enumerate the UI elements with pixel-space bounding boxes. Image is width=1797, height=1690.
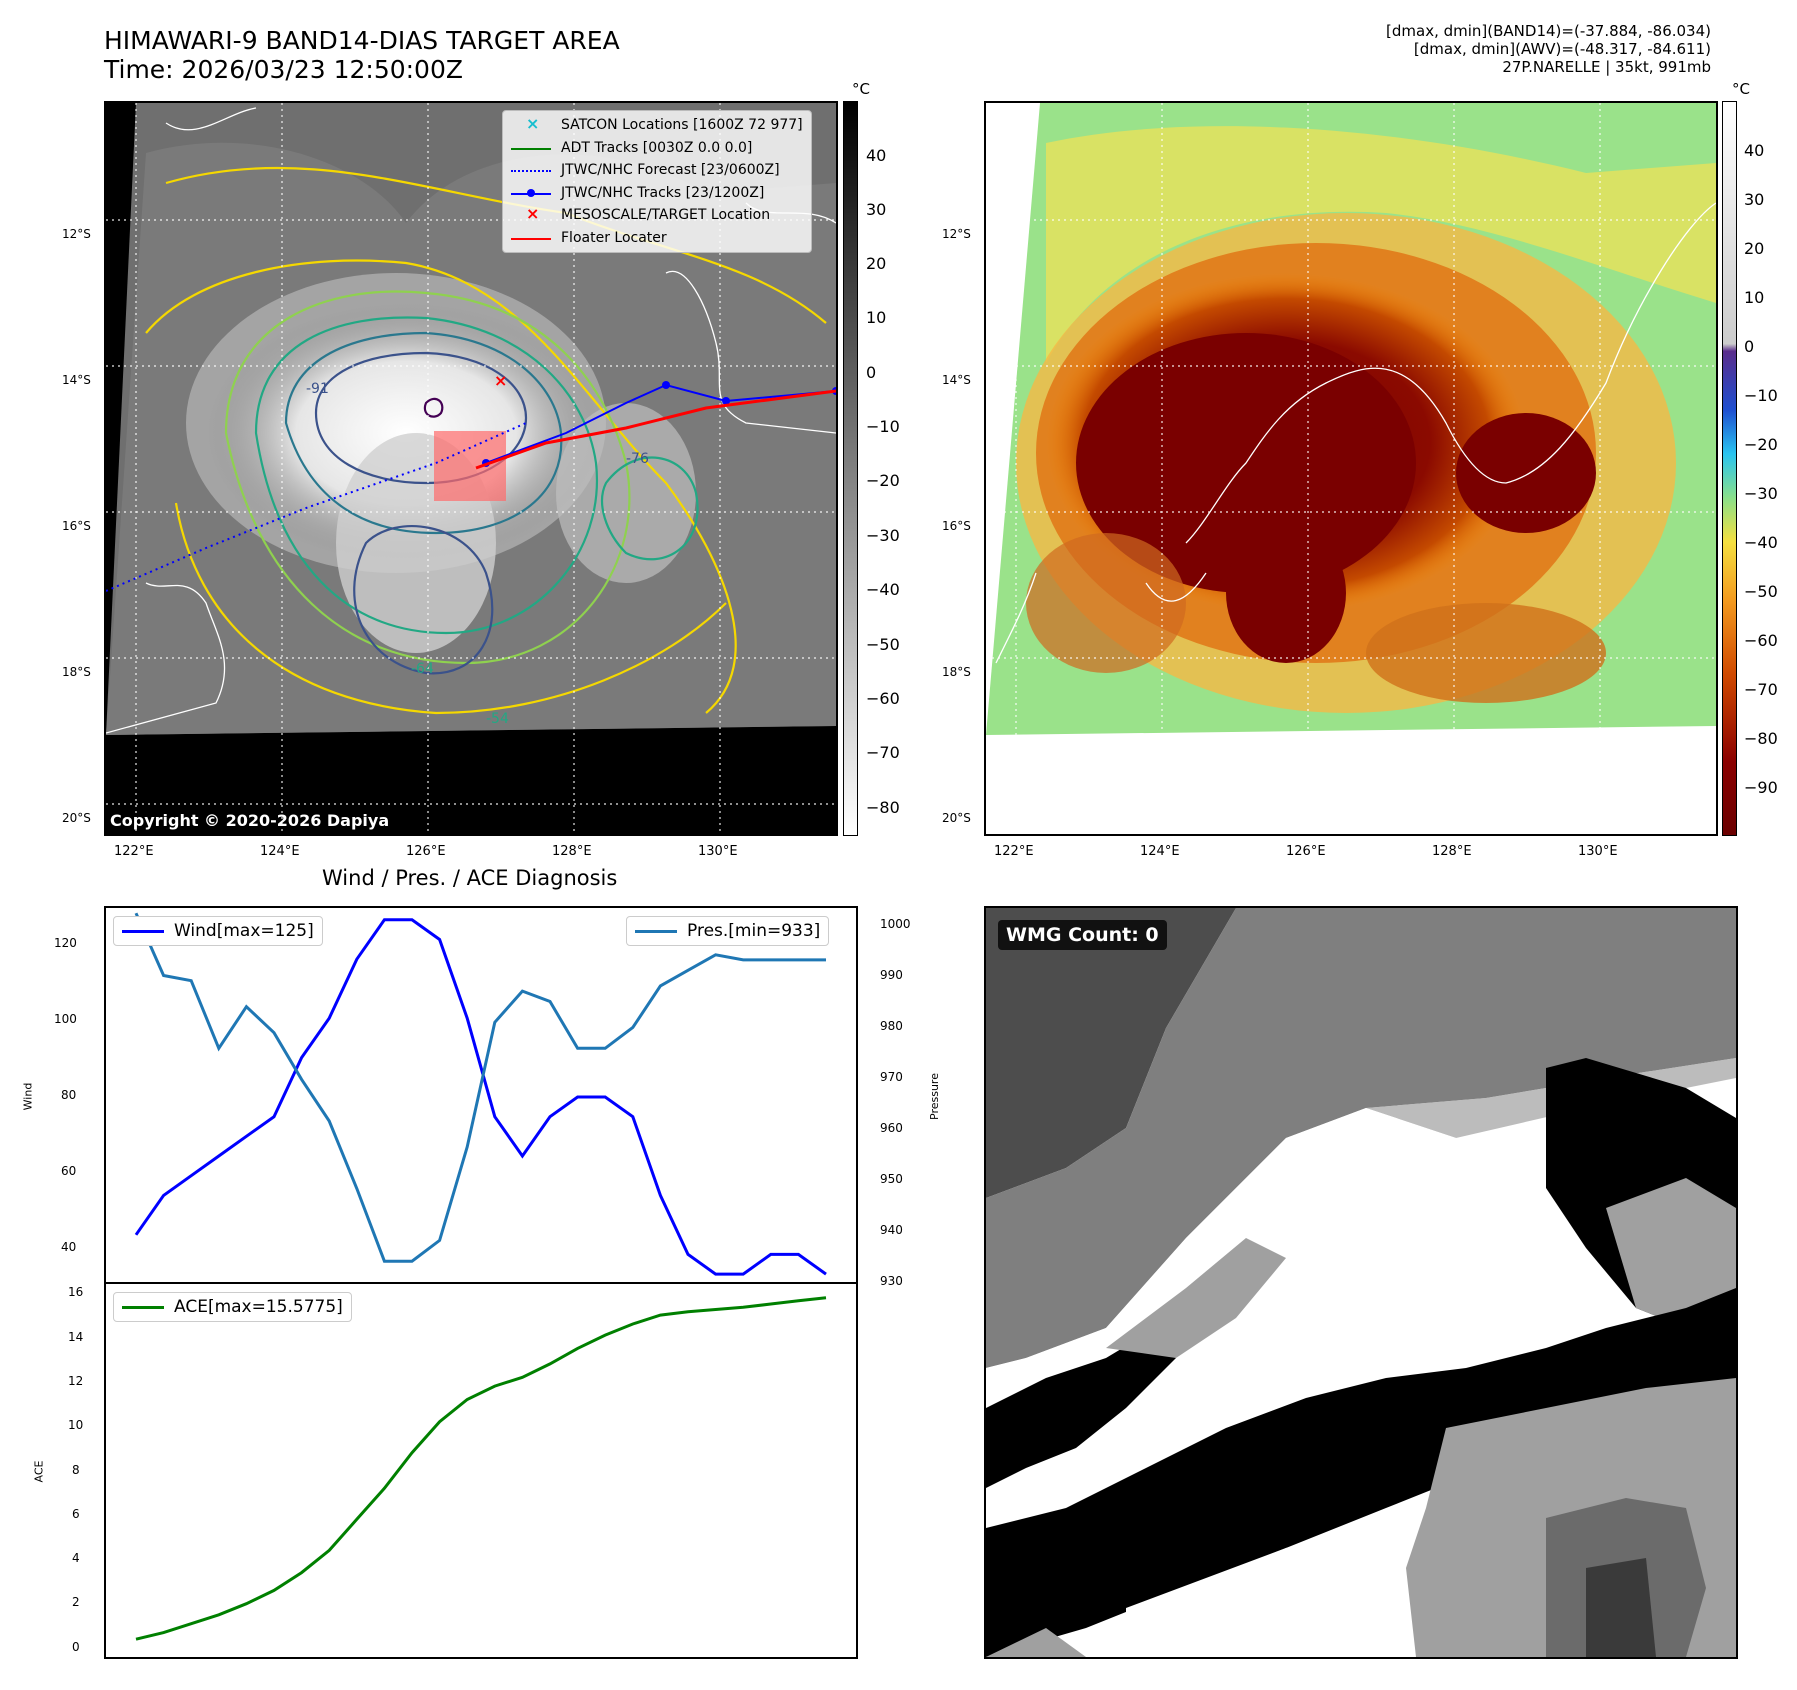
lon-label: 122°E <box>994 844 1034 859</box>
lat-label: 18°S <box>62 665 91 679</box>
lat-label: 20°S <box>942 811 971 825</box>
colorbar-right <box>1722 101 1737 836</box>
wind-pres-svg <box>134 912 827 1276</box>
awv-map-panel <box>984 101 1718 836</box>
floater-box <box>434 431 506 501</box>
info-storm: 27P.NARELLE | 35kt, 991mb <box>1502 58 1711 76</box>
colorbar-left-unit: °C <box>852 80 870 98</box>
lat-label: 14°S <box>62 373 91 387</box>
pres-axis-title: Pressure <box>927 1073 941 1120</box>
wmg-svg <box>986 908 1736 1657</box>
target-marker: × <box>494 371 507 390</box>
title-line-1: HIMAWARI-9 BAND14-DIAS TARGET AREA <box>104 26 620 55</box>
colorbar-right-unit: °C <box>1732 80 1750 98</box>
pressure-series-line <box>134 912 826 1263</box>
contour-label: -54 <box>486 711 509 727</box>
legend-item-adt: ADT Tracks [0030Z 0.0 0.0] <box>511 137 803 160</box>
diagnosis-title: Wind / Pres. / ACE Diagnosis <box>322 866 618 890</box>
awv-map-svg <box>986 103 1716 834</box>
lon-label: 126°E <box>406 844 446 859</box>
lat-label: 18°S <box>942 665 971 679</box>
wind-axis-title: Wind <box>21 1082 35 1111</box>
lat-label: 14°S <box>942 373 971 387</box>
lon-label: 124°E <box>260 844 300 859</box>
copyright-text: Copyright © 2020-2026 Dapiya <box>110 811 390 830</box>
lon-label: 126°E <box>1286 844 1326 859</box>
wind-series-line <box>134 918 827 1276</box>
figure-title: HIMAWARI-9 BAND14-DIAS TARGET AREA Time: … <box>104 26 620 84</box>
figure-info: [dmax, dmin](BAND14)=(-37.884, -86.034)[… <box>1386 22 1711 76</box>
ir-map-svg: × -91 -76 -64 -54 <box>106 103 836 834</box>
lat-label: 12°S <box>62 227 91 241</box>
lat-label: 16°S <box>942 519 971 533</box>
lon-label: 122°E <box>114 844 154 859</box>
lon-label: 124°E <box>1140 844 1180 859</box>
lat-label: 12°S <box>942 227 971 241</box>
contour-label: -76 <box>626 451 649 467</box>
ace-axis-title: ACE <box>32 1460 46 1483</box>
jtwc-track <box>485 383 836 464</box>
contour-label: -64 <box>411 661 434 677</box>
map-legend: × SATCON Locations [1600Z 72 977] ADT Tra… <box>502 110 812 253</box>
lon-label: 128°E <box>552 844 592 859</box>
ace-legend: ACE[max=15.5775] <box>113 1292 352 1322</box>
forecast-track <box>106 422 527 592</box>
title-time: Time: 2026/03/23 12:50:00Z <box>104 55 463 84</box>
wind-pres-panel <box>104 906 858 1284</box>
lat-label: 16°S <box>62 519 91 533</box>
legend-item-jtwc-tracks: JTWC/NHC Tracks [23/1200Z] <box>511 182 803 205</box>
legend-item-floater: Floater Locater <box>511 227 803 250</box>
legend-item-forecast: JTWC/NHC Forecast [23/0600Z] <box>511 159 803 182</box>
ace-svg <box>135 1296 827 1641</box>
colorbar-left <box>843 101 858 836</box>
contour-label: -91 <box>306 381 329 397</box>
lon-label: 130°E <box>1578 844 1618 859</box>
legend-item-target: × MESOSCALE/TARGET Location <box>526 204 771 224</box>
pres-legend: Pres.[min=933] <box>626 916 830 946</box>
ace-panel <box>104 1282 858 1659</box>
wmg-panel: WMG Count: 0 <box>984 906 1738 1659</box>
wind-legend: Wind[max=125] <box>113 916 323 946</box>
lat-label: 20°S <box>62 811 91 825</box>
wmg-count-badge: WMG Count: 0 <box>998 920 1167 950</box>
info-awv: [dmax, dmin](AWV)=(-48.317, -84.611) <box>1413 40 1711 58</box>
info-band14: [dmax, dmin](BAND14)=(-37.884, -86.034) <box>1386 22 1711 40</box>
lon-label: 130°E <box>698 844 738 859</box>
legend-item-satcon: × SATCON Locations [1600Z 72 977] <box>526 114 803 134</box>
floater-locater-line <box>475 389 836 470</box>
ace-series-line <box>135 1296 827 1641</box>
lon-label: 128°E <box>1432 844 1472 859</box>
